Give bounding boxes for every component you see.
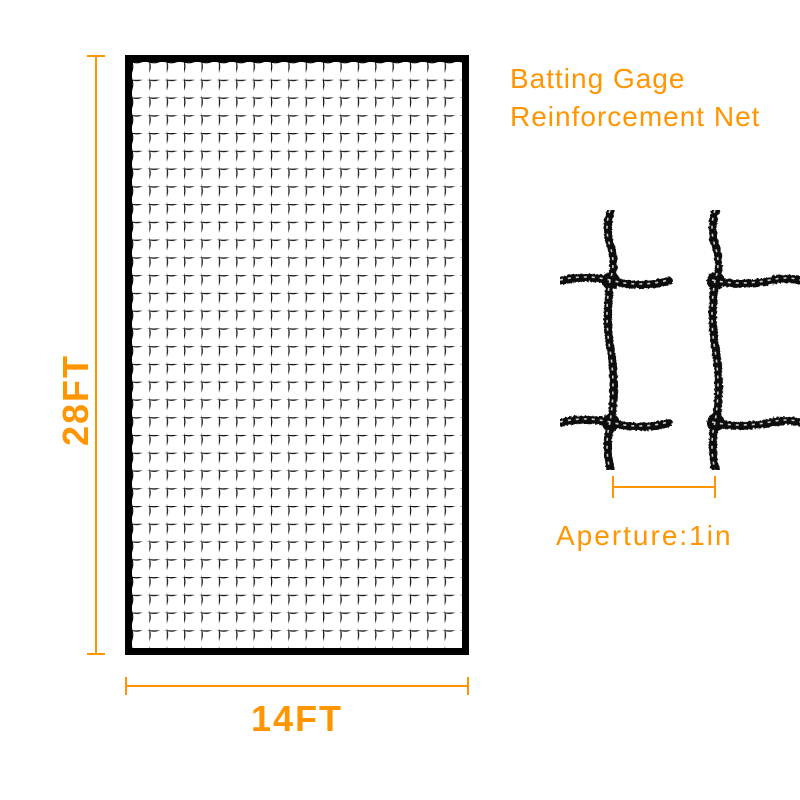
- aperture-dimension-line: [612, 486, 716, 488]
- product-title: Batting Gage Reinforcement Net: [510, 60, 760, 136]
- aperture-rope-detail: [560, 210, 800, 470]
- product-diagram-container: 28FT 14FT Batting Gage Reinforcement Net: [0, 0, 800, 800]
- title-line-2: Reinforcement Net: [510, 101, 760, 132]
- main-net-grid: [132, 62, 462, 648]
- aperture-detail-zone: [560, 210, 800, 470]
- title-line-1: Batting Gage: [510, 63, 685, 94]
- width-dimension-label: 14FT: [125, 698, 469, 740]
- main-net-rect: [125, 55, 469, 655]
- height-dimension-label: 28FT: [55, 354, 97, 446]
- width-dimension-line: [125, 685, 469, 687]
- aperture-dimension-label: Aperture:1in: [556, 520, 733, 552]
